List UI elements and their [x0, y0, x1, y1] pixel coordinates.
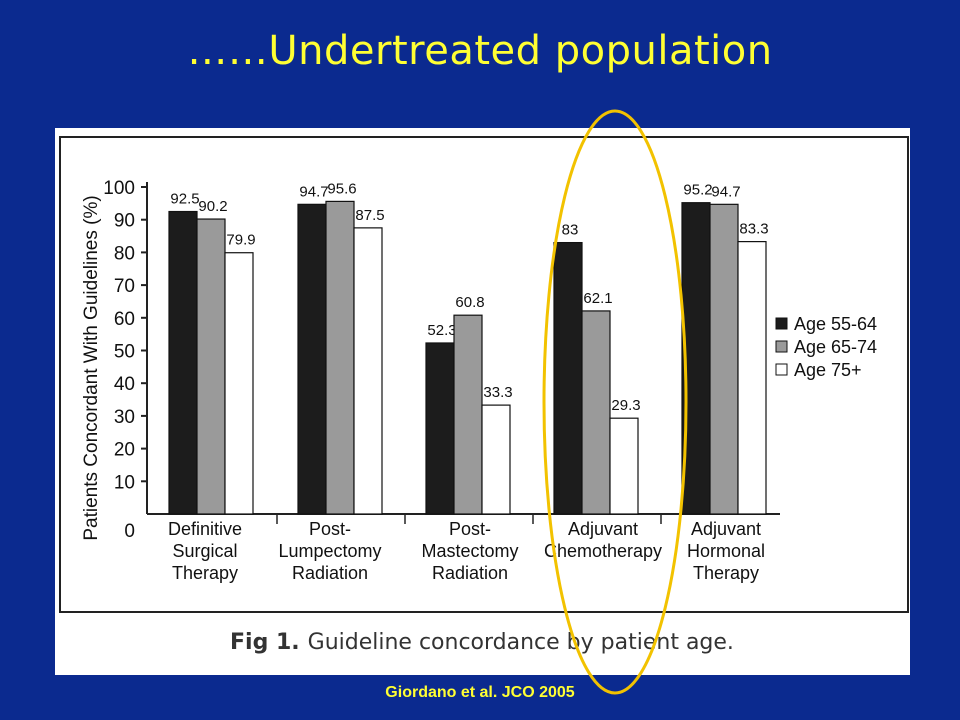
bar: [196, 218, 226, 515]
y-tick-label: 100: [103, 178, 135, 199]
bar: [353, 227, 383, 515]
bar: [425, 342, 455, 515]
x-category-label: Radiation: [292, 563, 368, 583]
x-category-label: Radiation: [432, 563, 508, 583]
bar: [709, 203, 739, 515]
bar-value-label: 95.6: [327, 180, 356, 197]
x-category-label: Adjuvant: [691, 519, 761, 539]
bar: [453, 314, 483, 515]
legend-label: Age 75+: [794, 360, 862, 380]
bar: [581, 310, 611, 515]
legend-swatch: [775, 363, 788, 376]
y-axis-label: Patients Concordant With Guidelines (%): [81, 195, 102, 540]
bar: [481, 404, 511, 515]
bar-value-label: 29.3: [611, 397, 640, 414]
legend: Age 55-64 Age 65-74 Age 75+: [775, 314, 877, 380]
bar-value-label: 52.3: [427, 322, 456, 339]
bar-value-label: 87.5: [355, 207, 384, 224]
legend-label: Age 65-74: [794, 337, 877, 357]
bars: 92.5 94.7 52.3 83 95.2 90.2 95.6 60.8 62.1 94.7 79…: [168, 180, 769, 515]
bar-value-label: 95.2: [683, 182, 712, 199]
y-tick-label: 0: [124, 521, 135, 542]
x-category-label: Post-: [309, 519, 351, 539]
y-tick-label: 10: [114, 472, 135, 493]
y-tick-label: 50: [114, 342, 135, 363]
bar: [224, 252, 254, 515]
x-category-label: Hormonal: [687, 541, 765, 561]
bar-value-label: 62.1: [583, 290, 612, 307]
x-category-label: Adjuvant: [568, 519, 638, 539]
x-category-label: Therapy: [172, 563, 238, 583]
bar: [737, 241, 767, 515]
legend-swatch: [775, 317, 788, 330]
bar-value-label: 94.7: [299, 183, 328, 200]
x-category-label: Therapy: [693, 563, 759, 583]
caption-fig-label: Fig 1.: [230, 630, 300, 655]
bar-value-label: 60.8: [455, 294, 484, 311]
caption-text: Guideline concordance by patient age.: [307, 630, 734, 655]
x-axis-labels: DefinitiveSurgicalTherapyPost-Lumpectomy…: [168, 514, 765, 583]
bar: [168, 210, 198, 515]
citation: Giordano et al. JCO 2005: [385, 684, 575, 701]
bar: [325, 200, 355, 515]
bar-value-label: 33.3: [483, 384, 512, 401]
x-category-label: Chemotherapy: [544, 541, 662, 561]
bar-value-label: 83.3: [739, 221, 768, 238]
slide-title: ……Undertreated population: [187, 28, 773, 74]
y-tick-label: 80: [114, 243, 135, 264]
x-category-label: Post-: [449, 519, 491, 539]
bar-value-label: 94.7: [711, 183, 740, 200]
bar: [553, 241, 583, 515]
bar-value-label: 92.5: [170, 191, 199, 208]
y-tick-label: 60: [114, 309, 135, 330]
y-tick-label: 30: [114, 407, 135, 428]
bar-value-label: 90.2: [198, 198, 227, 215]
bar-value-label: 83: [562, 222, 579, 239]
x-category-label: Mastectomy: [421, 541, 518, 561]
plot-frame: [59, 136, 909, 613]
legend-swatch: [775, 340, 788, 353]
bar: [297, 203, 327, 515]
y-tick-label: 40: [114, 374, 135, 395]
y-tick-label: 20: [114, 440, 135, 461]
legend-label: Age 55-64: [794, 314, 877, 334]
x-category-label: Surgical: [172, 541, 237, 561]
bar: [681, 202, 711, 515]
figure-caption: Fig 1. Guideline concordance by patient a…: [230, 630, 734, 655]
bar-value-label: 79.9: [226, 232, 255, 249]
x-category-label: Definitive: [168, 519, 242, 539]
y-tick-label: 70: [114, 276, 135, 297]
x-category-label: Lumpectomy: [278, 541, 381, 561]
y-tick-label: 90: [114, 211, 135, 232]
bar: [609, 417, 639, 515]
